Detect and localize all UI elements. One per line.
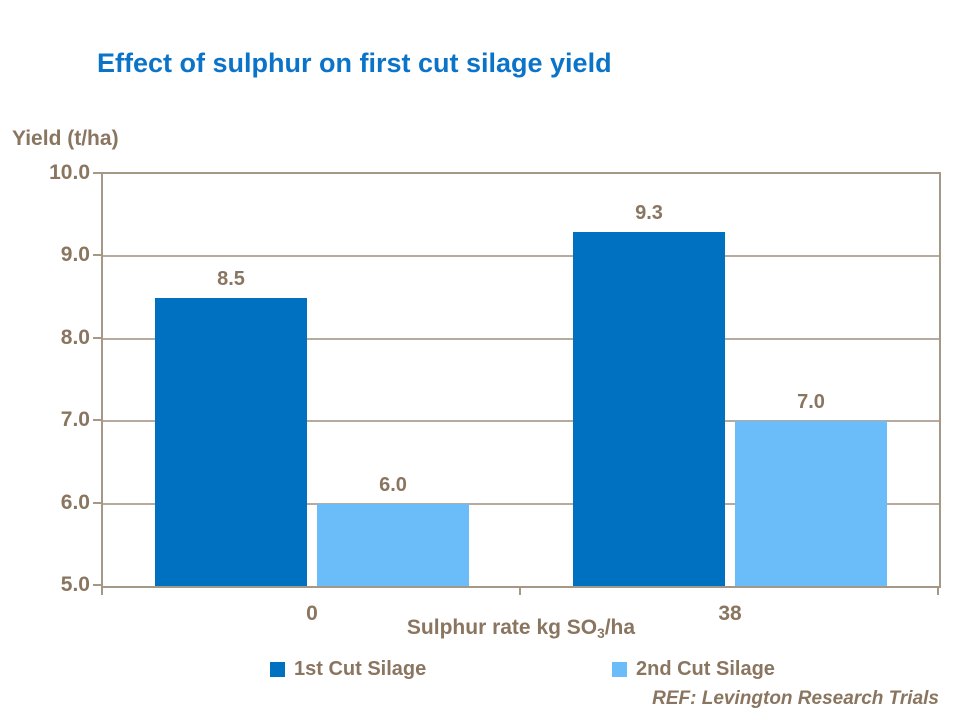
legend-swatch-icon xyxy=(612,661,627,677)
x-axis-title: Sulphur rate kg SO3/ha xyxy=(101,616,941,641)
legend-label: 2nd Cut Silage xyxy=(636,657,775,680)
x-tick-mark xyxy=(101,588,103,595)
gridline xyxy=(103,420,939,423)
legend-label: 1st Cut Silage xyxy=(294,657,427,680)
legend-swatch-icon xyxy=(270,661,285,677)
y-tick-mark xyxy=(93,336,101,339)
x-axis-title-post: /ha xyxy=(604,616,636,639)
x-axis-title-subscript: 3 xyxy=(597,625,605,641)
y-tick-mark xyxy=(93,254,101,257)
ref-note: REF: Levington Research Trials xyxy=(652,688,939,709)
y-tick-mark xyxy=(93,501,101,504)
y-tick-mark xyxy=(93,584,101,586)
y-tick-label: 5.0 xyxy=(60,573,90,596)
chart-title: Effect of sulphur on first cut silage yi… xyxy=(97,48,612,78)
y-tick-label: 8.0 xyxy=(60,325,90,349)
legend-item-2nd-cut-silage: 2nd Cut Silage xyxy=(612,658,775,680)
plot-inner: 8.5 6.0 9.3 7.0 xyxy=(103,174,939,586)
gridline xyxy=(103,255,939,258)
bar-value-label: 9.3 xyxy=(635,201,663,224)
bar-value-label: 8.5 xyxy=(217,267,245,290)
x-axis-title-pre: Sulphur rate kg SO xyxy=(406,616,598,639)
y-tick-label: 10.0 xyxy=(49,161,90,184)
bar-2nd-cut-silage-cat0 xyxy=(317,503,469,586)
y-tick-mark xyxy=(93,172,101,174)
y-tick-label: 6.0 xyxy=(60,490,90,514)
y-axis-title: Yield (t/ha) xyxy=(12,127,119,150)
gridline xyxy=(103,337,939,340)
x-category-label: 38 xyxy=(718,602,742,625)
x-category-label: 0 xyxy=(306,602,318,625)
y-tick-mark xyxy=(93,419,101,422)
y-tick-label: 7.0 xyxy=(60,408,90,432)
gridline xyxy=(103,502,939,505)
bar-value-label: 7.0 xyxy=(797,391,825,414)
bar-2nd-cut-silage-cat1 xyxy=(735,421,887,586)
bar-1st-cut-silage-cat0 xyxy=(155,297,307,586)
bar-1st-cut-silage-cat1 xyxy=(573,231,725,586)
plot-area: 8.5 6.0 9.3 7.0 xyxy=(101,172,941,588)
legend-item-1st-cut-silage: 1st Cut Silage xyxy=(270,658,426,680)
x-tick-mark xyxy=(937,588,939,595)
y-tick-label: 9.0 xyxy=(60,243,90,267)
x-tick-mark xyxy=(519,588,521,595)
bar-value-label: 6.0 xyxy=(379,473,407,496)
